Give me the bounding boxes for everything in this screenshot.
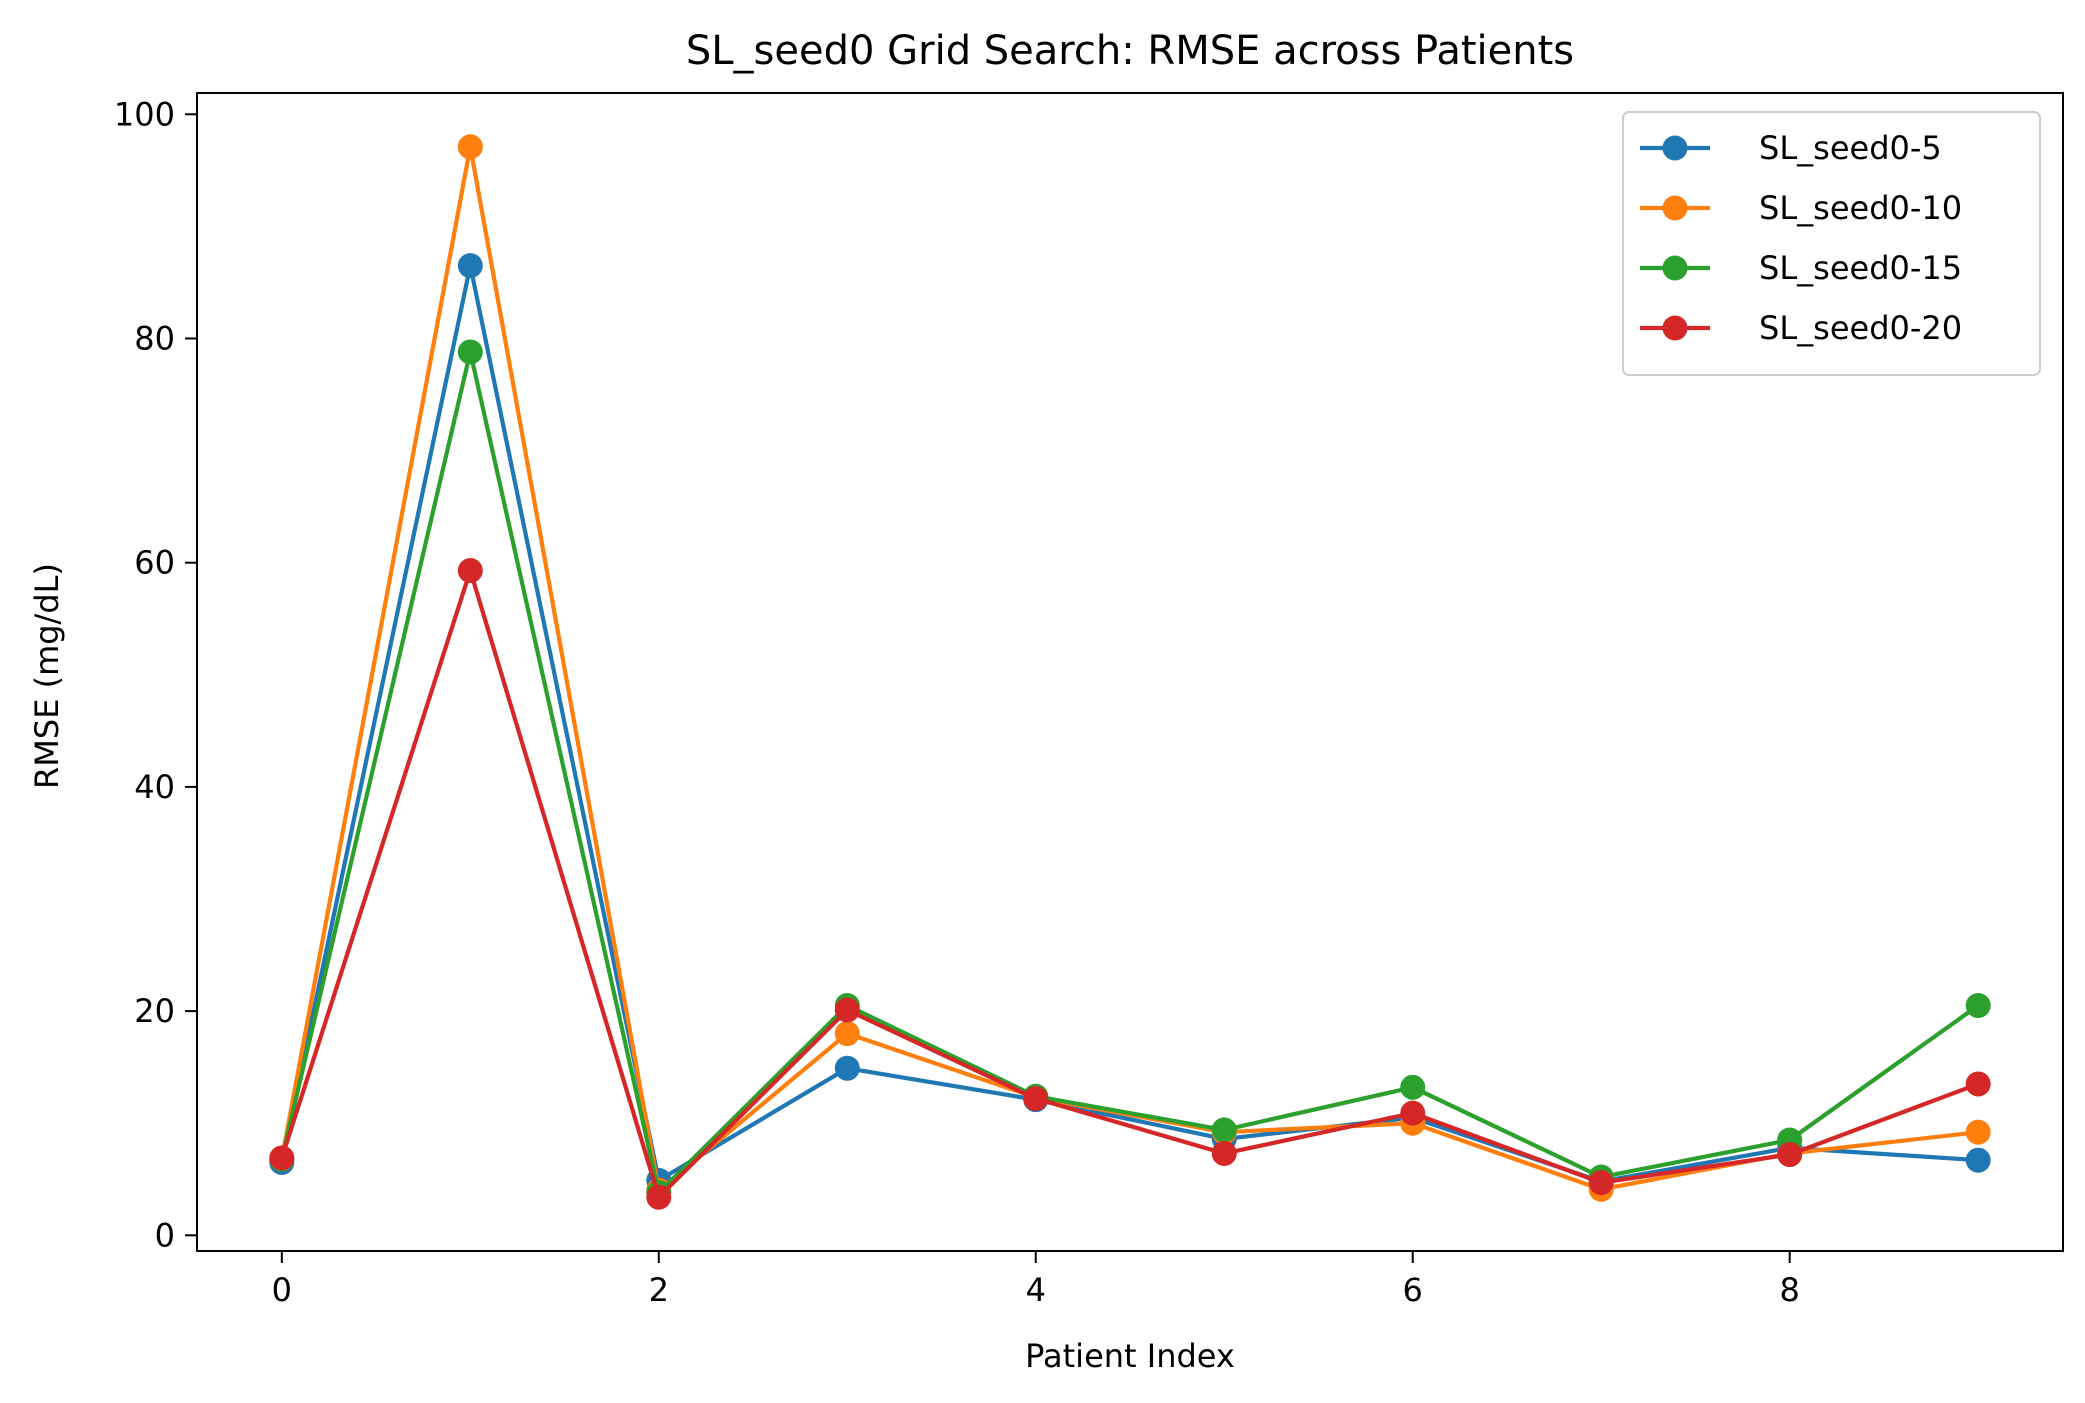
- legend-item: SL_seed0-10: [1640, 189, 1962, 227]
- legend-marker: [1662, 255, 1688, 281]
- data-point: [1211, 1140, 1237, 1166]
- data-point: [1965, 1119, 1991, 1145]
- x-tick-label: 2: [649, 1271, 669, 1309]
- series-line: [279, 349, 1980, 1195]
- legend-marker: [1662, 135, 1688, 161]
- data-point: [1777, 1142, 1803, 1168]
- series-line: [279, 263, 1979, 1184]
- data-point: [1023, 1086, 1049, 1112]
- series-line: [279, 568, 1979, 1200]
- data-point: [1588, 1170, 1614, 1196]
- legend-label: SL_seed0-5: [1759, 129, 1942, 167]
- data-point: [457, 558, 483, 584]
- y-tick-label: 60: [134, 544, 175, 582]
- y-tick-label: 40: [134, 768, 175, 806]
- data-point: [1400, 1074, 1426, 1100]
- x-tick-label: 8: [1780, 1271, 1800, 1309]
- x-axis-label: Patient Index: [1025, 1337, 1235, 1375]
- legend-label: SL_seed0-20: [1759, 309, 1962, 347]
- legend-item: SL_seed0-15: [1640, 249, 1962, 287]
- y-tick-label: 100: [114, 95, 175, 133]
- data-point: [834, 1055, 860, 1081]
- legend-item: SL_seed0-5: [1640, 129, 1942, 167]
- data-point: [1965, 1071, 1991, 1097]
- x-tick-label: 0: [272, 1271, 292, 1309]
- legend-item: SL_seed0-20: [1640, 309, 1962, 347]
- y-axis-label: RMSE (mg/dL): [28, 563, 66, 789]
- data-point: [457, 253, 483, 279]
- legend-marker: [1662, 315, 1688, 341]
- legend-label: SL_seed0-10: [1759, 189, 1962, 227]
- series-SL_seed0-20: [269, 558, 1991, 1210]
- data-point: [1965, 1147, 1991, 1173]
- legend: SL_seed0-5 SL_seed0-10 SL_seed0-15 SL_seed0…: [1622, 111, 2041, 376]
- x-tick-label: 4: [1026, 1271, 1046, 1309]
- y-tick-label: 80: [134, 320, 175, 358]
- data-point: [1400, 1100, 1426, 1126]
- data-point: [1211, 1117, 1237, 1143]
- data-point: [457, 134, 483, 160]
- data-point: [834, 1021, 860, 1047]
- data-point: [269, 1145, 295, 1171]
- data-point: [1965, 992, 1991, 1018]
- data-point: [457, 339, 483, 365]
- data-point: [646, 1184, 672, 1210]
- x-tick-label: 6: [1403, 1271, 1423, 1309]
- data-point: [834, 997, 860, 1023]
- chart-title: SL_seed0 Grid Search: RMSE across Patien…: [686, 28, 1574, 74]
- legend-label: SL_seed0-15: [1759, 249, 1962, 287]
- y-tick-label: 20: [134, 992, 175, 1030]
- legend-marker: [1662, 195, 1688, 221]
- plot-frame: [196, 92, 2064, 1252]
- legend-box: [1622, 111, 2041, 376]
- y-tick-label: 0: [155, 1216, 175, 1254]
